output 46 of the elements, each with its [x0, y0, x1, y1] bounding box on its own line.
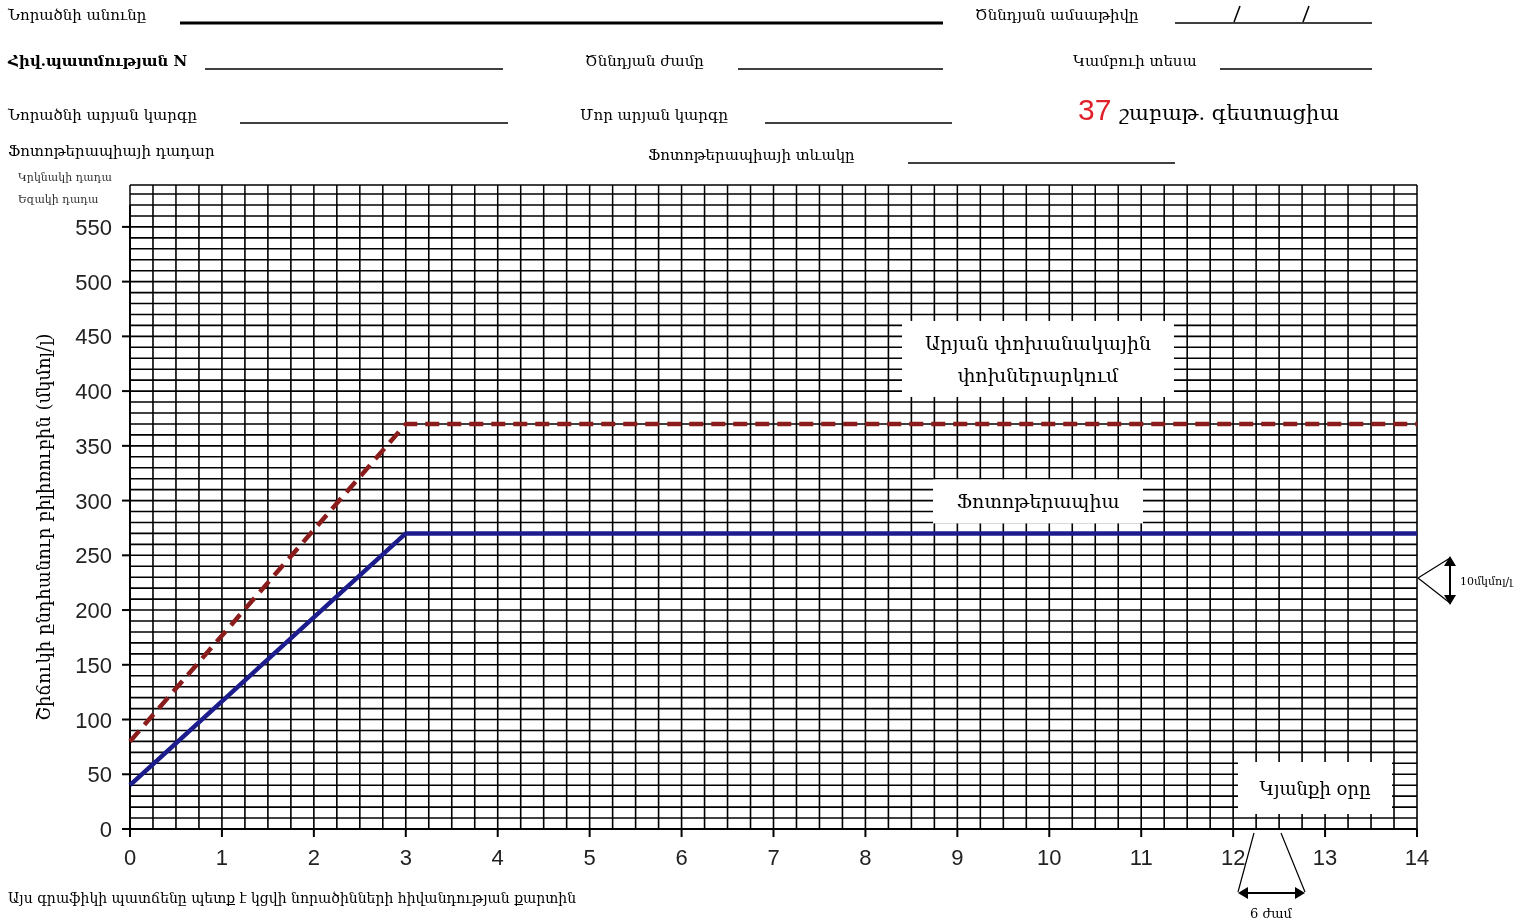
x-tick-label: 9 — [951, 845, 964, 870]
text: Ծննդյան ամսաթիվը — [975, 6, 1139, 24]
text: Կրկնակի դադա — [18, 171, 113, 184]
x-tick-label: 7 — [767, 845, 780, 870]
y-tick-label: 100 — [75, 707, 112, 733]
text: Նորածնի անունը — [7, 6, 147, 24]
y-tick-label: 350 — [75, 433, 112, 459]
y-tick-label: 250 — [75, 543, 112, 569]
y-tick-label: 550 — [75, 214, 112, 240]
series-label: Արյան փոխանակային փոխներարկում — [924, 331, 1152, 386]
text: Եզակի դադա — [18, 193, 99, 206]
text: Հիվ.պատմության N — [7, 52, 188, 70]
x-tick-label: 14 — [1404, 845, 1430, 870]
x-tick-label: 5 — [583, 845, 596, 870]
x-axis-title: Կյանքի օրը — [1259, 778, 1371, 799]
x-tick-label: 6 — [675, 845, 688, 870]
text: Մոր արյան կարգը — [580, 106, 729, 124]
x-tick-label: 12 — [1220, 845, 1246, 870]
x-tick-label: 11 — [1129, 845, 1153, 870]
series-label: Ֆոտոթերապիա — [956, 490, 1120, 513]
y-tick-label: 0 — [99, 817, 112, 842]
x-tick-label: 8 — [859, 845, 872, 870]
text: Ֆոտոթերապիայի տևակը — [648, 146, 856, 164]
text: 10մկմոլ/լ — [1460, 575, 1515, 588]
y-tick-label: 200 — [75, 598, 112, 624]
text: 6 ժամ — [1250, 906, 1293, 921]
y-tick-label: 300 — [75, 488, 112, 514]
y-tick-label: 450 — [75, 324, 112, 350]
y-axis-title: Շիճուկի ընդհանուր բիլիռուբին (մկմոլ/լ) — [33, 333, 54, 721]
text: Այս գրաֆիկի պատճենը պետք է կցվի նորածինների հիվանդության քարտին — [8, 890, 577, 906]
x-tick-label: 4 — [491, 845, 504, 870]
x-tick-label: 10 — [1037, 845, 1062, 870]
y-tick-label: 400 — [75, 379, 112, 405]
x-tick-label: 3 — [399, 845, 412, 870]
y-tick-label: 50 — [87, 762, 112, 788]
x-tick-label: 2 — [307, 845, 320, 870]
text: Ֆոտոթերապիայի դադար — [8, 142, 215, 160]
x-tick-label: 0 — [123, 845, 137, 870]
text: 37 շաբաթ. գեստացիա — [1078, 93, 1340, 126]
text: Նորածնի արյան կարգը — [7, 106, 198, 124]
text: Կամբուի տեսա — [1073, 52, 1197, 70]
x-tick-label: 1 — [215, 845, 229, 870]
y-tick-label: 150 — [75, 652, 112, 678]
text: Ծննդյան ժամը — [585, 52, 705, 70]
y-tick-label: 500 — [75, 269, 112, 295]
x-tick-label: 13 — [1312, 845, 1338, 870]
